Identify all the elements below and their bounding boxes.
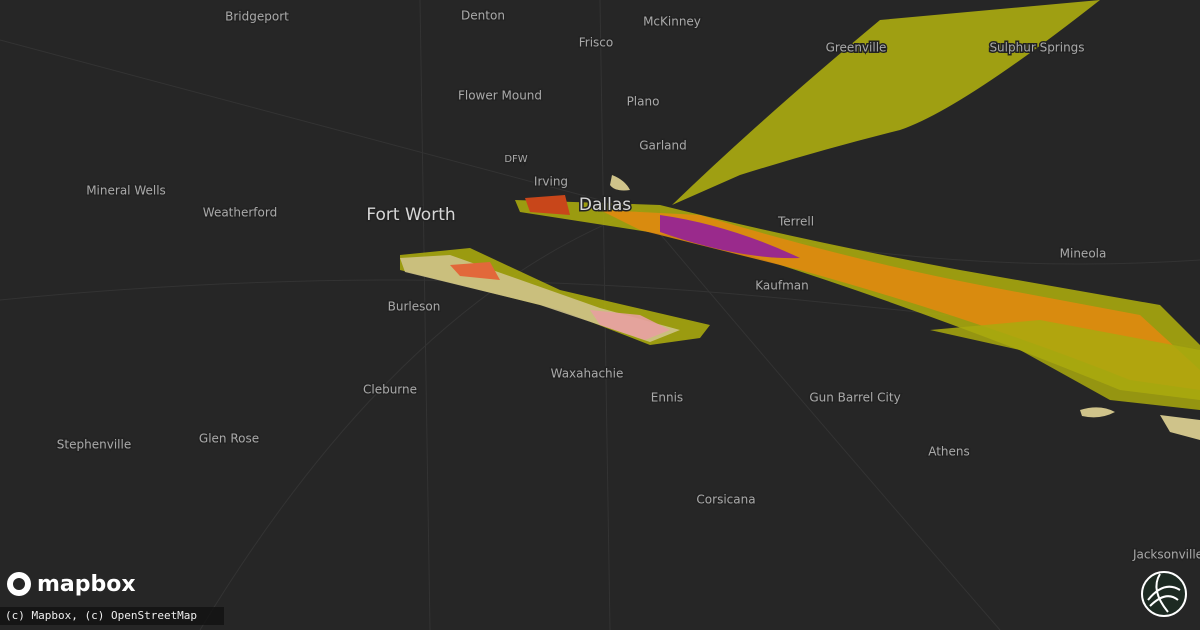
city-label: Greenville: [826, 41, 887, 55]
city-label: Jacksonville: [1132, 548, 1200, 562]
city-label: Flower Mound: [458, 89, 542, 103]
city-label: Bridgeport: [225, 10, 289, 24]
city-label: Gun Barrel City: [809, 391, 900, 405]
city-label: Irving: [534, 175, 568, 189]
city-label: Glen Rose: [199, 432, 259, 446]
city-label: Athens: [928, 445, 970, 459]
city-label: Fort Worth: [366, 205, 455, 225]
mapbox-logo: mapbox: [7, 572, 136, 597]
city-label: Frisco: [579, 36, 614, 50]
city-label: McKinney: [643, 15, 701, 29]
city-label: Denton: [461, 9, 505, 23]
attribution: (c) Mapbox, (c) OpenStreetMap: [5, 609, 197, 622]
city-label: Stephenville: [57, 438, 131, 452]
city-label: Weatherford: [203, 206, 277, 220]
attribution-bg: [0, 607, 224, 625]
city-label: Mineola: [1060, 247, 1107, 261]
city-label: Mineral Wells: [86, 184, 166, 198]
city-labels: Bridgeport Denton McKinney Frisco Greenville…: [55, 7, 1200, 563]
city-label: Garland: [639, 139, 687, 153]
city-label: Kaufman: [755, 279, 809, 293]
city-label: Waxahachie: [551, 367, 624, 381]
city-label: Burleson: [388, 300, 441, 314]
city-label: Terrell: [777, 215, 814, 229]
site-logo: [1141, 571, 1187, 617]
city-label: Cleburne: [363, 383, 417, 397]
city-label: Corsicana: [696, 493, 755, 507]
hail-swaths: [400, 0, 1200, 440]
logo-text: mapbox: [37, 572, 136, 597]
city-label: Dallas: [579, 195, 631, 215]
city-label: Plano: [627, 95, 660, 109]
city-label: DFW: [504, 154, 527, 165]
city-label: Sulphur Springs: [989, 41, 1084, 55]
city-label: Ennis: [651, 391, 683, 405]
